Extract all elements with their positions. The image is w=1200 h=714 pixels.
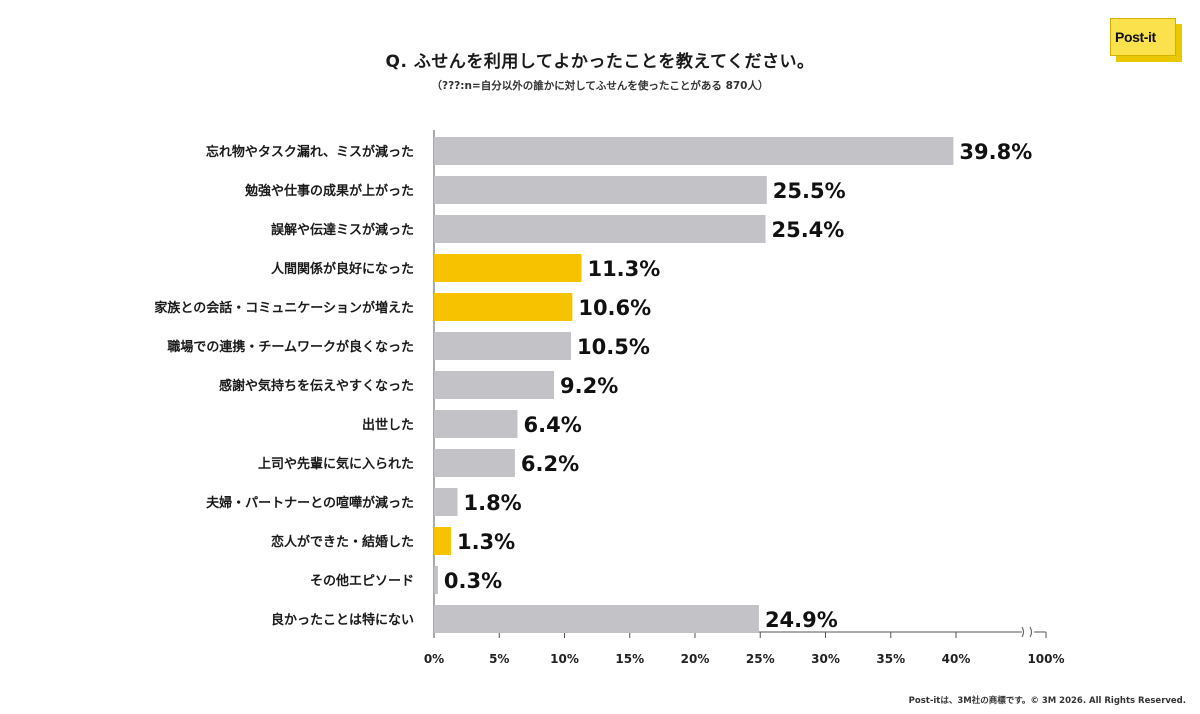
value-label: 24.9% xyxy=(765,608,838,632)
copyright-footer: Post-itは、3M社の商標です。© 3M 2026. All Rights … xyxy=(908,696,1186,706)
bar xyxy=(434,449,515,477)
bar xyxy=(434,293,573,321)
bar xyxy=(434,371,555,399)
category-label: 出世した xyxy=(362,417,414,433)
category-label: その他エピソード xyxy=(310,573,414,589)
bar xyxy=(434,215,766,243)
value-label: 0.3% xyxy=(444,569,502,593)
category-label: 人間関係が良好になった xyxy=(271,261,414,277)
value-label: 10.5% xyxy=(577,335,650,359)
axis-break-mark xyxy=(1021,626,1032,638)
x-tick-label: 20% xyxy=(681,652,710,666)
category-label: 家族との会話・コミュニケーションが増えた xyxy=(154,300,414,316)
category-label: 感謝や気持ちを伝えやすくなった xyxy=(219,378,414,394)
x-tick-label: 10% xyxy=(550,652,579,666)
bar xyxy=(434,488,458,516)
value-label: 6.4% xyxy=(524,413,582,437)
category-label: 上司や先輩に気に入られた xyxy=(258,456,414,472)
x-tick-label: 35% xyxy=(876,652,905,666)
post-it-logo-text: Post-it xyxy=(1115,29,1156,45)
bar xyxy=(434,137,954,165)
value-label: 1.8% xyxy=(463,491,521,515)
x-tick-label: 0% xyxy=(424,652,444,666)
category-label: 職場での連携・チームワークが良くなった xyxy=(167,339,414,355)
category-label: 忘れ物やタスク漏れ、ミスが減った xyxy=(206,144,414,160)
bar xyxy=(434,254,582,282)
post-it-logo: Post-it xyxy=(1110,18,1182,62)
bar xyxy=(434,176,767,204)
value-label: 11.3% xyxy=(587,257,660,281)
chart-subtitle: （???:n=自分以外の誰かに対してふせんを使ったことがある 870人） xyxy=(431,80,769,92)
chart-title: Q. ふせんを利用してよかったことを教えてください。 xyxy=(385,52,815,72)
value-label: 25.5% xyxy=(773,179,846,203)
bar xyxy=(434,605,759,633)
x-tick-label: 30% xyxy=(811,652,840,666)
value-label: 39.8% xyxy=(959,140,1032,164)
value-label: 9.2% xyxy=(560,374,618,398)
value-label: 10.6% xyxy=(578,296,651,320)
bar xyxy=(434,527,451,555)
value-label: 1.3% xyxy=(457,530,515,554)
value-label: 6.2% xyxy=(521,452,579,476)
x-tick-label: 100% xyxy=(1027,652,1064,666)
value-label: 25.4% xyxy=(771,218,844,242)
x-tick-label: 5% xyxy=(489,652,509,666)
category-label: 誤解や伝達ミスが減った xyxy=(271,222,414,238)
category-label: 恋人ができた・結婚した xyxy=(271,534,414,550)
category-label: 夫婦・パートナーとの喧嘩が減った xyxy=(206,495,414,511)
x-tick-label: 25% xyxy=(746,652,775,666)
x-tick-label: 15% xyxy=(615,652,644,666)
post-it-logo-front-note: Post-it xyxy=(1110,18,1176,56)
category-label: 良かったことは特にない xyxy=(271,612,414,628)
bar xyxy=(434,332,572,360)
bar xyxy=(434,410,518,438)
bar xyxy=(434,566,438,594)
x-tick-label: 40% xyxy=(942,652,971,666)
category-label: 勉強や仕事の成果が上がった xyxy=(244,183,414,199)
